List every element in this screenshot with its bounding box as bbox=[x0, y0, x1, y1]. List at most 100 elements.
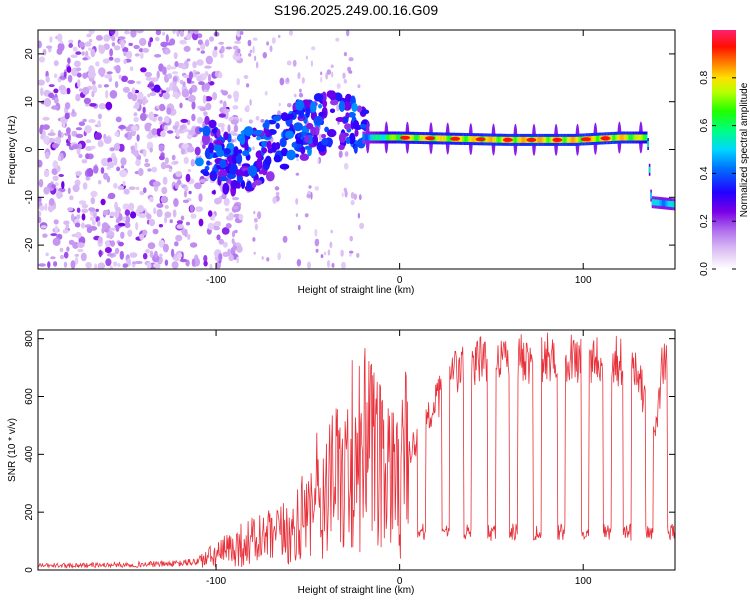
spectrogram-noise-blob bbox=[160, 161, 167, 170]
spectrogram-noise-blob bbox=[86, 167, 94, 177]
spectrogram-noise-blob bbox=[165, 49, 170, 55]
spectrogram-noise-blob bbox=[207, 222, 215, 230]
spectrogram-noise-blob bbox=[179, 102, 183, 109]
spectrogram-ridge-blob bbox=[313, 93, 324, 102]
spectrogram-noise-blob bbox=[234, 137, 237, 143]
spectrogram-noise-blob bbox=[158, 144, 165, 152]
spectrogram-noise-blob bbox=[49, 36, 53, 43]
spectrogram-noise-blob bbox=[109, 147, 115, 152]
spectrogram-ridge-blob bbox=[321, 133, 327, 139]
spectrogram-noise-blob bbox=[180, 118, 188, 123]
spectrogram-ridge-core bbox=[620, 134, 623, 141]
spectrogram-ridge-core bbox=[463, 136, 466, 142]
spectrogram-ridge-core bbox=[650, 192, 652, 199]
spectrogram-ytick-label: 10 bbox=[24, 96, 35, 108]
spectrogram-ridge-core bbox=[540, 136, 542, 143]
spectrogram-ridge-core bbox=[634, 134, 636, 141]
spectrogram-noise-blob bbox=[107, 192, 116, 200]
spectrogram-noise-blob bbox=[343, 79, 348, 84]
spectrogram-noise-blob bbox=[53, 60, 59, 67]
spectrogram-noise-blob bbox=[191, 258, 196, 267]
spectrogram-noise-blob bbox=[180, 148, 186, 155]
spectrogram-xtick-label: 100 bbox=[575, 275, 592, 286]
spectrogram-noise-blob bbox=[297, 72, 301, 80]
spectrogram-noise-blob bbox=[82, 72, 88, 79]
spectrogram-noise-blob bbox=[186, 58, 191, 62]
spectrogram-noise-blob bbox=[48, 84, 55, 88]
spectrogram-noise-blob bbox=[172, 209, 177, 218]
spectrogram-noise-blob bbox=[72, 46, 78, 52]
spectrogram-noise-blob bbox=[223, 108, 230, 114]
spectrogram-noise-blob bbox=[218, 238, 224, 245]
spectrogram-noise-blob bbox=[249, 99, 252, 106]
spectrogram-noise-blob bbox=[90, 216, 94, 221]
spectrogram-noise-blob bbox=[44, 203, 48, 212]
spectrogram-noise-blob bbox=[196, 59, 204, 66]
spectrogram-noise-blob bbox=[124, 222, 131, 229]
spectrogram-noise-blob bbox=[157, 116, 163, 122]
spectrogram-noise-blob bbox=[130, 125, 138, 132]
spectrogram-noise-blob bbox=[199, 178, 206, 184]
spectrogram-noise-blob bbox=[144, 162, 151, 168]
spectrogram-noise-blob bbox=[40, 225, 47, 229]
spectrogram-noise-blob bbox=[77, 242, 85, 249]
spectrogram-noise-blob bbox=[103, 34, 111, 42]
spectrogram-noise-blob bbox=[249, 49, 253, 54]
spectrogram-noise-blob bbox=[203, 111, 208, 116]
spectrogram-noise-blob bbox=[158, 155, 165, 161]
spectrogram-noise-blob bbox=[111, 35, 116, 42]
spectrogram-ridge-core bbox=[466, 136, 469, 142]
spectrogram-noise-blob bbox=[162, 66, 167, 75]
spectrogram-ridge-core bbox=[625, 134, 627, 141]
spectrogram-noise-blob bbox=[169, 219, 173, 224]
spectrogram-ridge-core bbox=[435, 135, 438, 142]
spectrogram-noise-blob bbox=[144, 158, 149, 163]
spectrogram-noise-blob bbox=[326, 69, 332, 75]
snr-frame bbox=[37, 329, 676, 571]
spectrogram-noise-blob bbox=[204, 65, 212, 69]
spectrogram-ridge-core bbox=[525, 136, 527, 143]
spectrogram-noise-blob bbox=[128, 186, 136, 190]
spectrogram-noise-blob bbox=[98, 67, 106, 76]
spectrogram-ridge-core bbox=[673, 201, 675, 208]
spectrogram-noise-blob bbox=[52, 175, 59, 182]
spectrogram-ridge-blob bbox=[262, 147, 267, 154]
spectrogram-noise-blob bbox=[117, 222, 126, 227]
spectrogram-noise-blob bbox=[195, 71, 201, 75]
spectrogram-ridge-blob bbox=[219, 176, 229, 182]
spectrogram-noise-blob bbox=[114, 57, 121, 63]
spectrogram-noise-blob bbox=[85, 176, 91, 181]
spectrogram-noise-blob bbox=[184, 228, 188, 238]
spectrogram-noise-blob bbox=[182, 199, 189, 203]
spectrogram-noise-blob bbox=[75, 67, 82, 72]
spectrogram-hotspot bbox=[600, 136, 611, 141]
spectrogram-noise-blob bbox=[63, 261, 68, 268]
spectrogram-noise-blob bbox=[57, 42, 65, 52]
spectrogram-noise-blob bbox=[47, 261, 51, 269]
spectrogram-noise-blob bbox=[260, 119, 265, 123]
spectrogram-noise-blob bbox=[214, 197, 222, 205]
spectrogram-noise-blob bbox=[130, 30, 137, 38]
spectrogram-noise-blob bbox=[134, 260, 143, 265]
spectrogram-noise-blob bbox=[83, 97, 91, 105]
spectrogram-ridge-core bbox=[491, 136, 494, 143]
spectrogram-noise-blob bbox=[298, 92, 304, 98]
spectrogram-noise-blob bbox=[119, 250, 125, 260]
spectrogram-noise-blob bbox=[151, 128, 158, 136]
spectrogram-noise-blob bbox=[123, 59, 127, 64]
spectrogram-ridge-blob bbox=[321, 91, 327, 103]
spectrogram-ridge-core bbox=[647, 141, 649, 147]
spectrogram-ridge-core bbox=[399, 134, 401, 141]
spectrogram-noise-blob bbox=[310, 60, 313, 67]
spectrogram-noise-blob bbox=[269, 45, 273, 52]
spectrogram-noise-blob bbox=[103, 172, 109, 180]
spectrogram-ridge-blob bbox=[211, 128, 218, 134]
spectrogram-noise-blob bbox=[181, 64, 187, 70]
spectrogram-noise-blob bbox=[133, 44, 140, 50]
spectrogram-noise-blob bbox=[233, 90, 240, 100]
spectrogram-ridge-core bbox=[651, 199, 654, 206]
spectrogram-hotspot bbox=[425, 136, 436, 141]
spectrogram-ridge-blob bbox=[286, 113, 295, 120]
spectrogram-ridge-blob bbox=[356, 105, 363, 113]
spectrogram-noise-blob bbox=[196, 47, 201, 51]
